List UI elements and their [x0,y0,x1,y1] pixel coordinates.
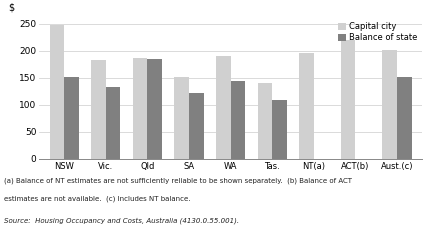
Text: Source:  Housing Occupancy and Costs, Australia (4130.0.55.001).: Source: Housing Occupancy and Costs, Aus… [4,217,239,224]
Bar [272,100,286,159]
Bar [91,60,105,159]
Text: estimates are not available.  (c) Includes NT balance.: estimates are not available. (c) Include… [4,196,191,202]
Bar [132,58,147,159]
Bar [64,77,79,159]
Bar [381,50,396,159]
Bar [105,87,120,159]
Bar [257,83,272,159]
Legend: Capital city, Balance of state: Capital city, Balance of state [337,22,417,42]
Bar [188,93,203,159]
Bar [396,77,411,159]
Text: (a) Balance of NT estimates are not sufficiently reliable to be shown separately: (a) Balance of NT estimates are not suff… [4,178,352,184]
Bar [216,56,230,159]
Bar [147,59,161,159]
Bar [299,53,313,159]
Bar [174,77,188,159]
Bar [230,81,244,159]
Bar [49,25,64,159]
Text: $: $ [9,2,15,12]
Bar [340,40,355,159]
